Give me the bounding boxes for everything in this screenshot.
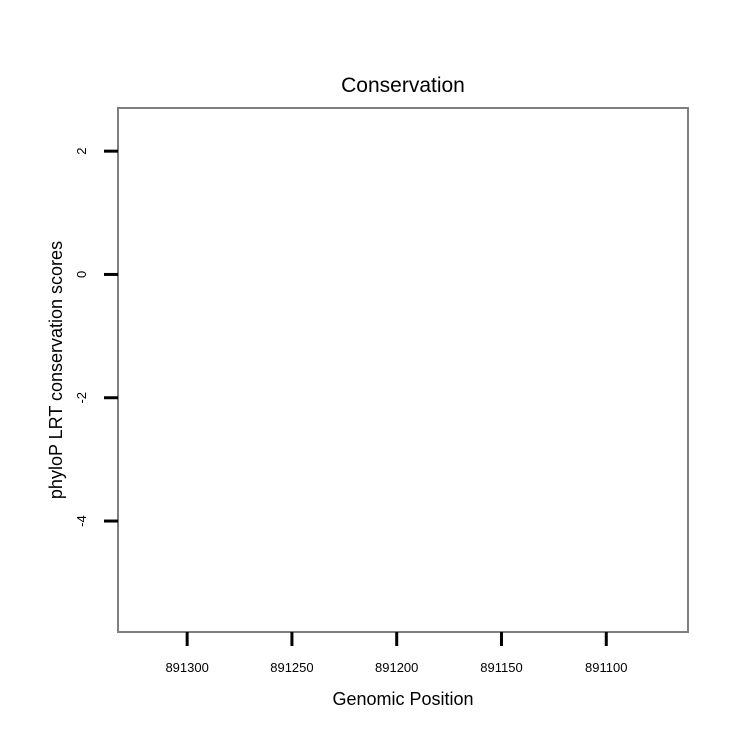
y-tick-label: -2	[74, 392, 89, 404]
plot-area: 891300 891250 891200 891150 891100 2 0 -2 -4	[74, 107, 689, 675]
y-tick-label: 0	[74, 271, 89, 278]
chart-title: Conservation	[341, 74, 465, 97]
y-tick-label: 2	[74, 148, 89, 155]
x-tick-label: 891100	[585, 660, 627, 675]
panel-border	[117, 107, 689, 633]
y-tick-label: -4	[74, 515, 89, 527]
x-tick-label: 891250	[270, 660, 313, 675]
x-axis-label: Genomic Position	[332, 689, 473, 709]
x-tick-label: 891150	[480, 660, 522, 675]
y-axis-label: phyloP LRT conservation scores	[46, 241, 66, 499]
x-tick-label: 891200	[375, 660, 418, 675]
x-tick-label: 891300	[165, 660, 208, 675]
